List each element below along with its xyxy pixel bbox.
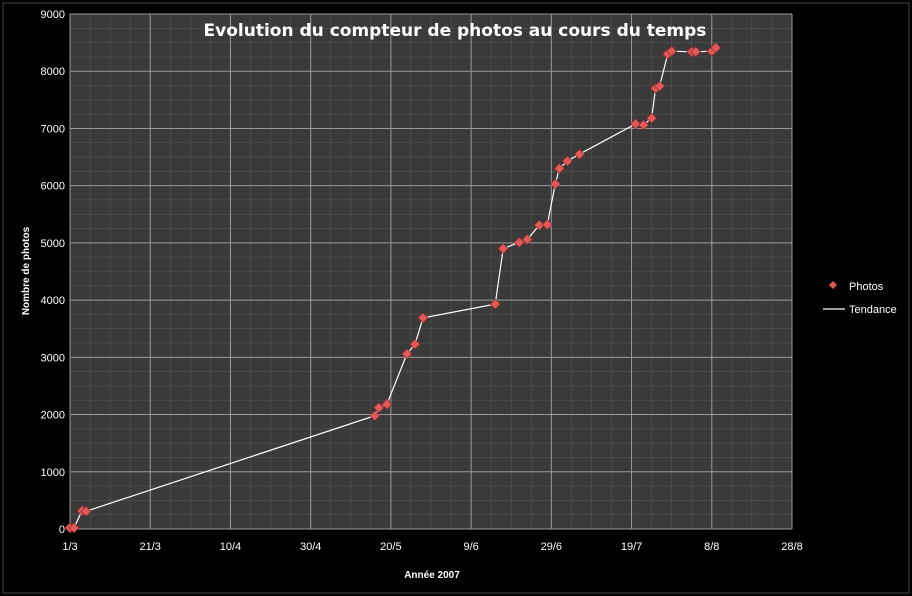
legend: Photos Tendance: [823, 280, 897, 316]
photo-point: [80, 505, 92, 517]
photo-point: [369, 410, 381, 422]
minor-gridlines: [69, 13, 793, 530]
photo-point: [417, 312, 429, 324]
photo-point: [68, 522, 80, 534]
photo-point: [513, 236, 525, 248]
x-axis-title: Année 2007: [404, 570, 460, 581]
photo-point: [373, 402, 385, 414]
legend-tendance-label: Tendance: [849, 304, 897, 316]
y-axis-tick-labels: 0 1000 2000 3000 4000 5000 6000 7000 8000 9000: [41, 9, 65, 536]
x-tick-label: 28/8: [781, 541, 802, 553]
y-axis-title: Nombre de photos: [21, 226, 32, 315]
photo-point: [533, 219, 545, 231]
y-tick-label: 0: [59, 524, 65, 536]
x-tick-label: 21/3: [140, 541, 161, 553]
photo-point: [573, 148, 585, 160]
photo-point: [541, 219, 553, 231]
photo-point: [561, 155, 573, 167]
x-tick-label: 20/5: [380, 541, 401, 553]
major-gridlines: [69, 13, 793, 530]
photo-point: [553, 163, 565, 174]
photo-markers: [64, 42, 722, 534]
y-tick-label: 1000: [41, 467, 65, 479]
photo-point: [549, 178, 561, 190]
photo-point: [710, 42, 722, 54]
y-tick-label: 6000: [41, 181, 65, 193]
legend-photos-label: Photos: [849, 281, 884, 293]
photo-point: [489, 298, 501, 310]
y-tick-label: 8000: [41, 66, 65, 78]
x-tick-label: 10/4: [220, 541, 241, 553]
photo-point: [654, 80, 666, 92]
x-tick-label: 19/7: [621, 541, 642, 553]
photo-point: [381, 398, 393, 410]
y-tick-label: 9000: [41, 9, 65, 21]
x-tick-label: 29/6: [541, 541, 562, 553]
x-axis-tick-labels: 1/3 21/3 10/4 30/4 20/5 9/6 29/6 19/7 8/8 28/8: [62, 541, 802, 553]
x-tick-label: 1/3: [62, 541, 77, 553]
photo-point: [401, 348, 413, 360]
photo-point: [630, 118, 642, 130]
photo-point: [521, 233, 533, 245]
photo-point: [666, 45, 678, 57]
photo-point: [646, 112, 658, 124]
y-tick-label: 5000: [41, 238, 65, 250]
y-tick-label: 2000: [41, 410, 65, 422]
y-tick-label: 7000: [41, 123, 65, 135]
x-tick-label: 30/4: [300, 541, 321, 553]
y-tick-label: 3000: [41, 352, 65, 364]
x-tick-label: 9/6: [463, 541, 478, 553]
legend-photos-marker: [828, 280, 838, 290]
chart-title: Evolution du compteur de photos au cours…: [204, 21, 707, 41]
photo-point: [497, 243, 509, 255]
y-tick-label: 4000: [41, 295, 65, 307]
photo-point: [690, 46, 702, 58]
photo-point: [638, 119, 650, 131]
x-tick-label: 8/8: [704, 541, 719, 553]
photo-point: [409, 338, 421, 350]
